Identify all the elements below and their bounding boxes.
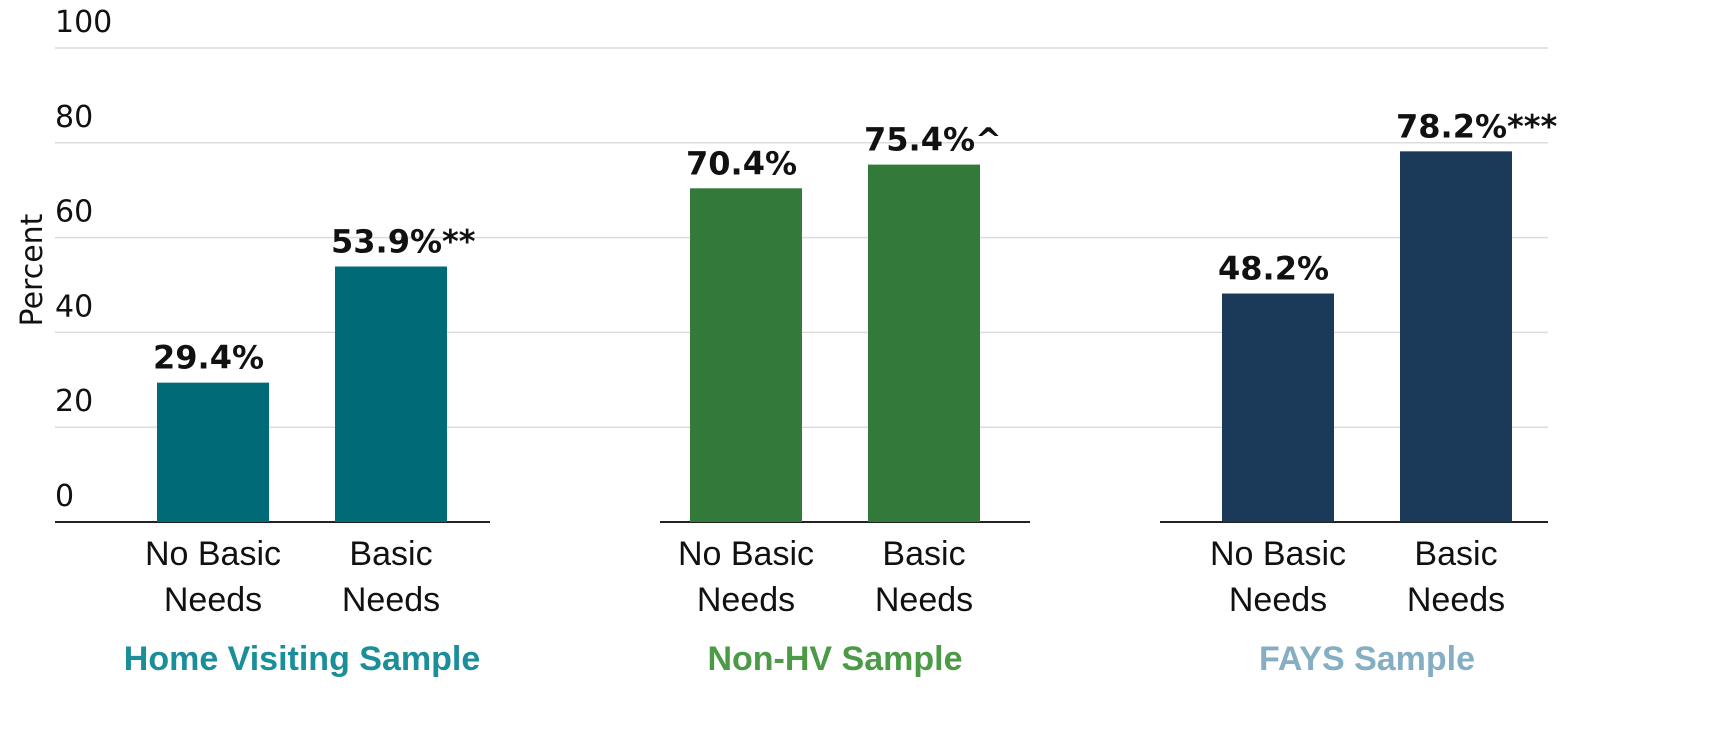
data-label: 48.2% [1218,250,1329,288]
bar-group: 29.4% No Basic Needs 53.9%** Basic Needs Home … [55,223,490,678]
x-tick-label: Basic [1414,535,1497,573]
bar-group: 48.2% No Basic Needs 78.2%*** Basic Needs FAYS… [1160,107,1557,678]
data-label: 53.9%** [331,223,476,261]
bar [335,266,447,522]
data-label: 75.4%^ [864,121,1002,159]
y-axis-label: Percent [15,213,50,326]
y-tick-label: 40 [55,289,93,324]
bar [690,188,802,522]
x-tick-label: Needs [1407,581,1505,619]
group-label: Non-HV Sample [707,640,962,678]
bar-group: 70.4% No Basic Needs 75.4%^ Basic Needs Non-HV… [660,121,1030,678]
x-tick-label: Needs [697,581,795,619]
bar [1400,151,1512,522]
y-tick-label: 80 [55,100,93,135]
data-label: 78.2%*** [1396,107,1557,145]
group-label: Home Visiting Sample [124,640,480,678]
bar [157,382,269,522]
x-tick-label: No Basic [678,535,814,573]
data-label: 29.4% [153,339,264,377]
x-tick-label: Needs [342,581,440,619]
x-tick-label: Basic [882,535,965,573]
x-tick-label: No Basic [1210,535,1346,573]
y-tick-label: 60 [55,195,93,230]
x-tick-label: Needs [1229,581,1327,619]
y-tick-label: 100 [55,5,112,40]
y-axis-ticks: 0 20 40 60 80 100 [55,5,112,514]
bar [868,164,980,522]
bar-groups: 29.4% No Basic Needs 53.9%** Basic Needs Home … [55,107,1557,678]
x-tick-label: Needs [164,581,262,619]
x-tick-label: Needs [875,581,973,619]
group-label: FAYS Sample [1259,640,1475,678]
x-tick-label: Basic [349,535,432,573]
x-tick-label: No Basic [145,535,281,573]
bar [1222,293,1334,522]
y-tick-label: 20 [55,384,93,419]
data-label: 70.4% [686,144,797,182]
y-tick-label: 0 [55,479,74,514]
